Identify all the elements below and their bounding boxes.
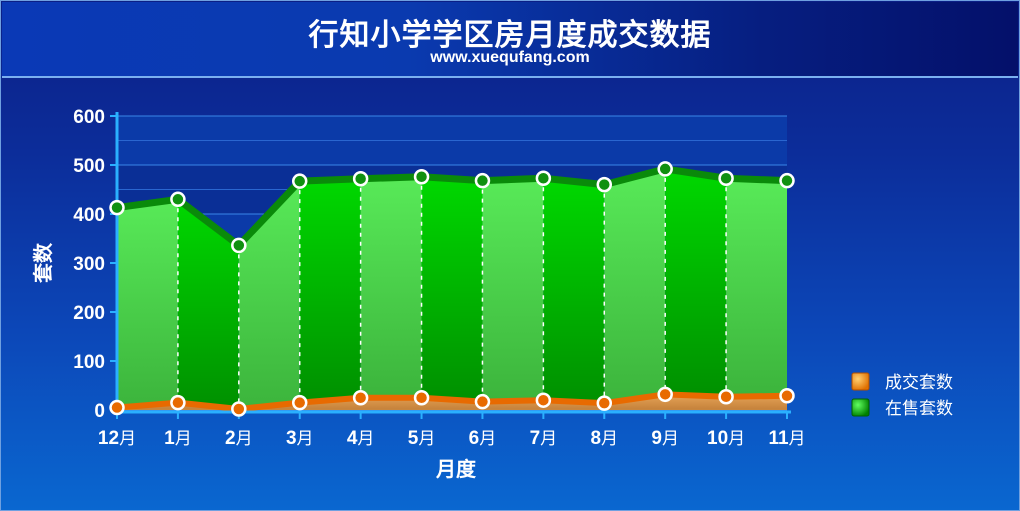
y-tick-label: 300: [73, 254, 105, 275]
legend-label: 成交套数: [885, 373, 953, 393]
marker-layer: [109, 161, 795, 417]
sales-point: [109, 399, 125, 416]
chart-title: 行知小学学区房月度成交数据: [308, 18, 712, 53]
stock-point: [170, 191, 186, 208]
x-tick-label: 1月: [164, 428, 192, 449]
label-layer: 0 100 200 300 400 500 600 12月 1月 2月 3月 4月 5月 6月 7月 8月 9月…: [31, 107, 806, 481]
x-axis-title: 月度: [435, 457, 477, 481]
stock-area-band: [421, 176, 483, 402]
stock-point: [718, 170, 734, 186]
stock-area-band: [482, 178, 544, 402]
sales-line: [116, 391, 788, 413]
sales-point: [474, 393, 491, 410]
chart-header: 行知小学学区房月度成交数据 www.xuequfang.com: [2, 2, 1018, 78]
x-tick-label: 8月: [590, 428, 618, 449]
stock-area-band: [604, 168, 666, 404]
x-tick-label: 3月: [286, 428, 314, 449]
stock-area-band: [177, 199, 239, 410]
x-tick-label: 11月: [768, 428, 805, 449]
sales-point: [596, 395, 613, 411]
stock-area-band: [360, 176, 422, 398]
stock-area-band: [238, 181, 300, 410]
sales-point: [535, 392, 552, 408]
x-tick-label: 4月: [347, 428, 375, 449]
x-tick-label: 12月: [98, 428, 136, 449]
x-tick-label: 9月: [651, 428, 679, 449]
area-layer: [116, 165, 788, 413]
stock-point: [474, 172, 491, 189]
x-tick-label: 2月: [225, 428, 253, 449]
y-tick-label: 400: [73, 205, 105, 226]
stock-point: [657, 161, 673, 177]
x-tick-label: 7月: [530, 428, 558, 449]
stock-area-band: [117, 199, 178, 408]
x-tick-label: 5月: [408, 428, 436, 449]
stock-point: [596, 176, 613, 193]
legend-swatch: [851, 372, 870, 391]
stock-area-band: [543, 178, 605, 404]
sales-point: [657, 386, 673, 403]
x-tick-label: 10月: [707, 428, 745, 449]
x-tick-label: 6月: [469, 428, 497, 449]
y-tick-label: 200: [73, 303, 105, 324]
sales-point: [231, 401, 247, 417]
legend-swatch: [851, 398, 870, 417]
y-tick-label: 0: [94, 401, 105, 422]
chart-subtitle: www.xuequfang.com: [430, 49, 590, 66]
stock-area-band: [299, 178, 361, 403]
y-tick-label: 500: [73, 156, 105, 177]
y-axis-title: 套数: [31, 242, 55, 283]
stock-point: [352, 170, 369, 187]
y-tick-label: 100: [73, 352, 105, 373]
stock-point: [413, 169, 430, 185]
stock-area-band: [726, 178, 787, 397]
sales-point: [718, 389, 734, 405]
sales-point: [170, 394, 186, 411]
stock-point: [535, 170, 552, 186]
stock-point: [291, 173, 308, 189]
stock-point: [109, 199, 125, 216]
sales-point: [352, 390, 369, 406]
legend-label: 在售套数: [885, 399, 953, 419]
sales-point: [413, 390, 430, 406]
y-tick-label: 600: [73, 107, 105, 128]
stock-area-band: [665, 168, 727, 397]
stock-line: [116, 165, 788, 249]
sales-point: [291, 394, 308, 411]
stock-point: [231, 237, 247, 254]
sales-point: [779, 388, 795, 404]
stock-point: [779, 172, 795, 189]
